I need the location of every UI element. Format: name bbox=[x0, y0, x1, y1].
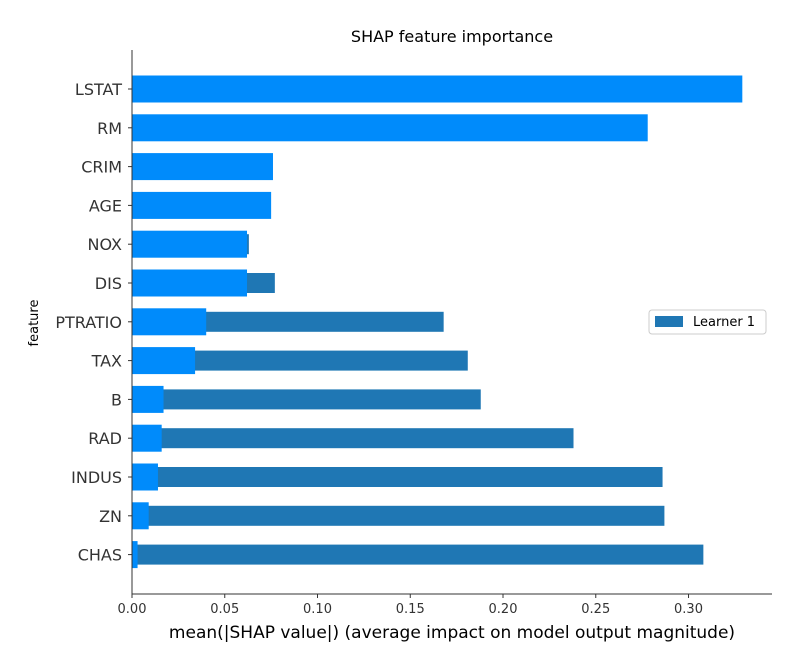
y-tick-label-crim: CRIM bbox=[81, 158, 122, 177]
x-tick-label: 0.10 bbox=[303, 602, 332, 617]
y-tick-label-lstat: LSTAT bbox=[75, 80, 122, 99]
bar-front-age bbox=[132, 191, 272, 219]
legend-swatch bbox=[655, 316, 683, 327]
y-tick-label-tax: TAX bbox=[91, 352, 122, 371]
bar-front-rad bbox=[132, 424, 162, 452]
x-tick-label: 0.30 bbox=[674, 602, 703, 617]
bar-learner1-indus bbox=[132, 467, 663, 487]
bar-learner1-ptratio bbox=[132, 311, 444, 332]
y-tick-label-rm: RM bbox=[97, 119, 122, 138]
x-tick-label: 0.00 bbox=[118, 602, 147, 617]
x-tick-label: 0.05 bbox=[210, 602, 239, 617]
x-tick-label: 0.15 bbox=[396, 602, 425, 617]
y-tick-label-age: AGE bbox=[89, 196, 122, 215]
y-tick-label-ptratio: PTRATIO bbox=[55, 313, 122, 332]
bar-front-ptratio bbox=[132, 308, 207, 336]
bar-front-dis bbox=[132, 269, 248, 297]
x-axis-label: mean(|SHAP value|) (average impact on mo… bbox=[169, 623, 735, 643]
y-axis-ticks: LSTAT RM CRIM AGE NOX DIS PTRATIO TAX B RAD INDUS Z… bbox=[55, 80, 132, 565]
bar-front-b bbox=[132, 385, 164, 413]
bar-front-lstat bbox=[132, 75, 743, 103]
y-tick-label-nox: NOX bbox=[88, 235, 123, 254]
legend: Learner 1 bbox=[648, 309, 767, 335]
y-tick-label-b: B bbox=[111, 390, 122, 409]
bar-front-indus bbox=[132, 463, 158, 491]
x-tick-label: 0.20 bbox=[489, 602, 518, 617]
y-axis-label: feature bbox=[27, 300, 42, 347]
bar-front-rm bbox=[132, 114, 648, 142]
y-tick-label-rad: RAD bbox=[88, 429, 122, 448]
bar-learner1-tax bbox=[132, 350, 468, 371]
x-tick-label: 0.25 bbox=[581, 602, 610, 617]
legend-label: Learner 1 bbox=[693, 315, 755, 330]
y-tick-label-indus: INDUS bbox=[71, 468, 122, 487]
bar-front-tax bbox=[132, 347, 196, 375]
bar-learner1-chas bbox=[132, 544, 704, 565]
x-axis-ticks: 0.00 0.05 0.10 0.15 0.20 0.25 0.30 bbox=[118, 594, 703, 617]
bar-front-nox bbox=[132, 230, 248, 258]
chart-title: SHAP feature importance bbox=[351, 27, 553, 46]
bar-learner1-rad bbox=[132, 428, 574, 449]
bar-front-chas bbox=[132, 541, 138, 569]
bar-learner1-b bbox=[132, 389, 481, 410]
bar-learner1-zn bbox=[132, 505, 665, 526]
bars-layer bbox=[132, 75, 743, 569]
bar-front-crim bbox=[132, 153, 273, 181]
y-tick-label-dis: DIS bbox=[95, 274, 122, 293]
y-tick-label-chas: CHAS bbox=[78, 546, 122, 565]
bar-front-zn bbox=[132, 502, 149, 530]
y-tick-label-zn: ZN bbox=[99, 507, 122, 526]
